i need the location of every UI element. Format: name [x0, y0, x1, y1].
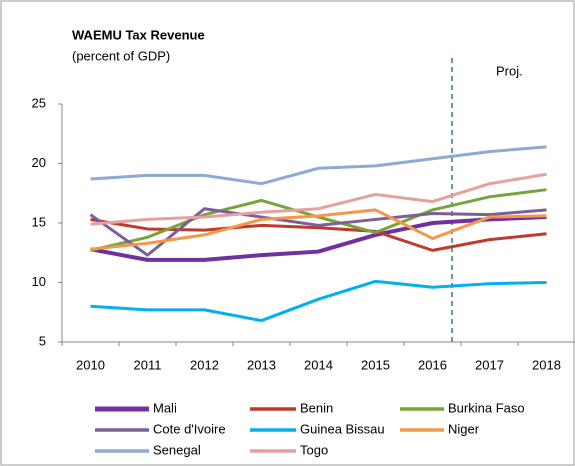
- chart-title: WAEMU Tax Revenue: [72, 27, 205, 42]
- y-tick-label: 10: [32, 274, 46, 289]
- series-line: [90, 172, 547, 226]
- legend-label: Mali: [153, 400, 177, 415]
- legend-label: Cote d'Ivoire: [153, 421, 226, 436]
- series-line: [90, 215, 547, 262]
- x-tick-label: 2016: [418, 357, 447, 372]
- x-tick-label: 2018: [532, 357, 561, 372]
- x-tick-label: 2014: [304, 357, 333, 372]
- legend-label: Guinea Bissau: [300, 421, 385, 436]
- series-line: [90, 208, 547, 251]
- x-tick-label: 2010: [76, 357, 105, 372]
- annotation: Proj.: [496, 63, 523, 78]
- x-tick-label: 2011: [134, 357, 162, 372]
- x-tick-label: 2012: [190, 357, 219, 372]
- legend-label: Niger: [448, 421, 480, 436]
- legend-label: Togo: [300, 442, 328, 457]
- chart-subtitle: (percent of GDP): [72, 48, 170, 63]
- x-tick-label: 2013: [247, 357, 276, 372]
- y-tick-label: 15: [32, 214, 46, 229]
- x-tick-label: 2017: [475, 357, 504, 372]
- y-tick-label: 5: [39, 333, 46, 348]
- y-tick-label: 20: [32, 155, 46, 170]
- legend-label: Burkina Faso: [448, 400, 525, 415]
- series-line: [90, 145, 547, 186]
- y-tick-label: 25: [32, 95, 46, 110]
- legend-label: Benin: [300, 400, 333, 415]
- series-line: [90, 279, 547, 323]
- x-tick-label: 2015: [361, 357, 390, 372]
- legend-label: Senegal: [153, 442, 201, 457]
